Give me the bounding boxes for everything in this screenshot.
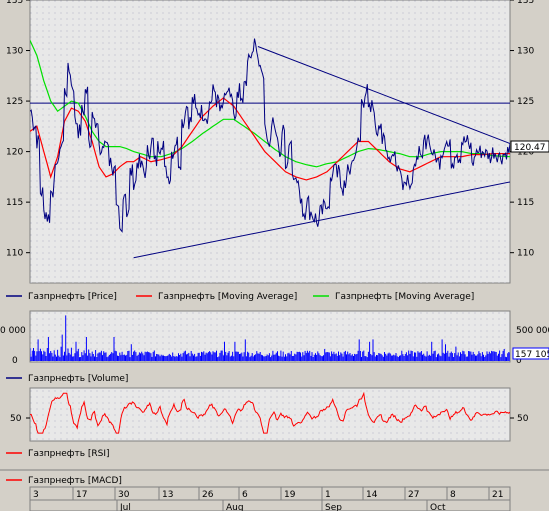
price-right-tick: 135 <box>517 0 534 6</box>
price-left-tick: 115 <box>6 198 23 208</box>
upper-trendline <box>257 46 510 144</box>
price-left-tick: 120 <box>6 148 23 158</box>
price-last-value: 120.47 <box>514 143 546 153</box>
x-day-label: 3 <box>33 490 39 500</box>
price-legend: Газпрнефть [Price] Газпрнефть [Moving Av… <box>6 292 474 302</box>
legend-macd: Газпрнефть [MACD] <box>28 476 122 486</box>
volume-left-tick-top: 0 000 <box>0 326 26 336</box>
price-left-axis: 110 115 120 125 130 135 <box>6 0 30 259</box>
legend-volume: Газпрнефть [Volume] <box>28 374 128 384</box>
x-day-label: 8 <box>450 490 456 500</box>
volume-bars <box>30 315 510 361</box>
price-left-tick: 135 <box>6 0 23 6</box>
volume-legend: Газпрнефть [Volume] <box>6 374 128 384</box>
price-left-tick: 110 <box>6 249 23 259</box>
x-day-label: 21 <box>492 490 503 500</box>
price-right-tick: 130 <box>517 47 534 57</box>
legend-rsi: Газпрнефть [RSI] <box>28 449 110 459</box>
price-left-tick: 125 <box>6 97 23 107</box>
legend-ma-red: Газпрнефть [Moving Average] <box>158 292 297 302</box>
legend-ma-green: Газпрнефть [Moving Average] <box>335 292 474 302</box>
price-right-tick: 115 <box>517 198 534 208</box>
rsi-line <box>30 391 510 434</box>
volume-left-tick-zero: 0 <box>12 356 18 366</box>
price-right-axis: 110 115 120 125 130 135 <box>510 0 534 259</box>
x-day-label: 6 <box>242 490 248 500</box>
x-day-label: 14 <box>366 490 378 500</box>
rsi-right-tick: 50 <box>517 414 529 424</box>
x-day-label: 17 <box>76 490 87 500</box>
x-day-label: 30 <box>118 490 130 500</box>
volume-last-value: 157 105 <box>515 350 549 360</box>
price-last-value-badge: 120.47 <box>510 140 549 153</box>
rsi-left-tick: 50 <box>10 414 22 424</box>
macd-pane: Газпрнефть [MACD] <box>0 469 549 486</box>
x-month-label: Jul <box>119 503 131 511</box>
volume-pane: 0 000 0 500 000 0 157 105 <box>0 310 549 366</box>
volume-right-tick-top: 500 000 <box>516 326 549 336</box>
x-month-label: Oct <box>430 503 446 511</box>
volume-last-value-badge: 157 105 <box>512 347 549 360</box>
price-right-tick: 120 <box>517 148 534 158</box>
rsi-legend: Газпрнефть [RSI] <box>6 449 110 459</box>
x-day-label: 26 <box>202 490 214 500</box>
volume-right-tick-zero: 0 <box>516 356 522 366</box>
x-day-label: 1 <box>325 490 331 500</box>
price-right-tick: 110 <box>517 249 534 259</box>
price-line <box>30 38 510 233</box>
legend-price: Газпрнефть [Price] <box>28 292 117 302</box>
price-pane: 110 115 120 125 130 135 110 115 120 125 130 135 12… <box>6 0 549 284</box>
x-day-label: 13 <box>162 490 173 500</box>
x-month-label: Aug <box>226 503 244 511</box>
x-month-label: Sep <box>325 503 342 511</box>
lower-trendline <box>133 181 510 259</box>
red-moving-average-line <box>30 97 510 181</box>
rsi-pane: 50 50 <box>10 387 529 442</box>
price-left-tick: 130 <box>6 47 23 57</box>
price-right-tick: 125 <box>517 97 534 107</box>
x-axis: 3 17 30 13 26 6 19 1 14 27 8 21 Jul Aug Sep Oct <box>29 486 511 511</box>
x-day-label: 27 <box>408 490 419 500</box>
x-day-label: 19 <box>284 490 296 500</box>
